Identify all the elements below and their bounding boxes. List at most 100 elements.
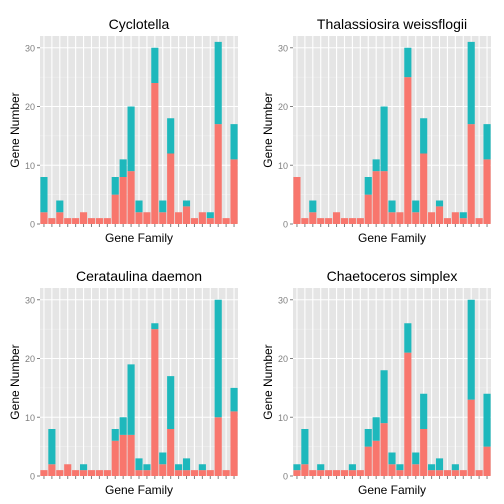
bar-segment bbox=[332, 212, 341, 224]
bar-segment bbox=[451, 464, 459, 471]
bar-segment bbox=[356, 218, 364, 224]
bar-segment bbox=[119, 159, 127, 177]
bar-segment bbox=[435, 206, 444, 224]
bar-segment bbox=[214, 124, 222, 224]
bar-segment bbox=[428, 470, 436, 476]
bar-segment bbox=[175, 464, 183, 471]
bar-segment bbox=[159, 452, 167, 465]
x-axis-label: Gene Family bbox=[105, 483, 173, 497]
bar-segment bbox=[443, 470, 452, 476]
bar-segment bbox=[135, 212, 143, 224]
bar-segment bbox=[309, 212, 317, 224]
y-tick-label: 10 bbox=[278, 161, 288, 171]
panel-title: Thalassiosira weissflogii bbox=[317, 16, 467, 32]
bar-segment bbox=[428, 212, 436, 224]
bar-segment bbox=[119, 434, 127, 476]
bar-segment bbox=[127, 171, 135, 224]
bar-segment bbox=[175, 212, 183, 224]
bar-segment bbox=[420, 393, 428, 429]
bar-segment bbox=[325, 218, 333, 224]
bar-segment bbox=[119, 417, 127, 435]
bar-segment bbox=[206, 212, 214, 219]
bar-segment bbox=[301, 464, 309, 476]
bar-segment bbox=[388, 452, 396, 465]
bar-segment bbox=[111, 429, 119, 441]
bar-segment bbox=[127, 434, 135, 476]
bar-segment bbox=[420, 118, 428, 154]
bar-segment bbox=[143, 212, 151, 224]
bar-segment bbox=[404, 323, 412, 353]
bar-segment bbox=[372, 440, 380, 476]
bar-segment bbox=[175, 470, 183, 476]
bar-segment bbox=[348, 470, 356, 476]
bar-segment bbox=[404, 47, 412, 78]
bar-segment bbox=[467, 124, 475, 224]
bar-segment bbox=[483, 446, 491, 476]
y-tick-label: 30 bbox=[278, 43, 288, 53]
bar-segment bbox=[190, 470, 199, 476]
bar-segment bbox=[230, 411, 238, 476]
bar-segment bbox=[151, 323, 159, 330]
chart-panel: 0 10 20 30 Cerataulina daemon Gene Family Gene… bbox=[8, 268, 238, 497]
bar-segment bbox=[159, 464, 167, 476]
bar-segment bbox=[412, 452, 420, 465]
bar-segment bbox=[198, 464, 206, 471]
bar-segment bbox=[364, 446, 372, 476]
bar-segment bbox=[127, 106, 135, 172]
bar-segment bbox=[309, 470, 317, 476]
bar-segment bbox=[79, 464, 88, 471]
bar-segment bbox=[87, 470, 96, 476]
bar-segment bbox=[435, 200, 444, 207]
bar-segment bbox=[48, 429, 56, 465]
bar-segment bbox=[143, 470, 151, 476]
bar-segment bbox=[301, 218, 309, 224]
bar-segment bbox=[167, 153, 175, 224]
bar-segment bbox=[214, 41, 222, 125]
bar-segment bbox=[396, 212, 404, 224]
y-tick-label: 30 bbox=[25, 295, 35, 305]
bar-segment bbox=[404, 77, 412, 224]
bar-segment bbox=[317, 464, 325, 471]
bar-segment bbox=[317, 218, 325, 224]
bar-segment bbox=[40, 470, 48, 476]
y-tick-label: 10 bbox=[25, 413, 35, 423]
bar-segment bbox=[111, 440, 119, 476]
bar-segment bbox=[198, 212, 206, 224]
bar-segment bbox=[214, 417, 222, 476]
bar-segment bbox=[135, 458, 143, 471]
bar-segment bbox=[40, 212, 48, 224]
chart-panel: 0 10 20 30 Thalassiosira weissflogii Gene Fam… bbox=[261, 16, 491, 245]
bar-segment bbox=[135, 200, 143, 213]
bar-segment bbox=[198, 470, 206, 476]
bar-segment bbox=[214, 299, 222, 418]
y-tick-label: 10 bbox=[25, 161, 35, 171]
y-tick-label: 0 bbox=[30, 220, 35, 230]
bar-segment bbox=[388, 464, 396, 476]
bar-segment bbox=[340, 470, 349, 476]
panel-title: Cyclotella bbox=[109, 16, 170, 32]
bar-segment bbox=[467, 299, 475, 400]
bar-segment bbox=[222, 218, 230, 224]
bar-segment bbox=[372, 417, 380, 441]
bar-segment bbox=[428, 464, 436, 471]
y-tick-label: 0 bbox=[30, 472, 35, 482]
bar-segment bbox=[388, 212, 396, 224]
y-tick-label: 20 bbox=[278, 354, 288, 364]
y-tick-label: 0 bbox=[283, 472, 288, 482]
y-tick-label: 10 bbox=[278, 413, 288, 423]
bar-segment bbox=[443, 218, 452, 224]
bar-segment bbox=[293, 464, 301, 471]
bar-segment bbox=[79, 470, 88, 476]
bar-segment bbox=[435, 458, 444, 471]
bar-segment bbox=[348, 464, 356, 471]
bar-segment bbox=[483, 124, 491, 160]
bar-segment bbox=[332, 470, 341, 476]
bar-segment bbox=[404, 352, 412, 476]
bar-segment bbox=[151, 47, 159, 83]
y-axis-label: Gene Number bbox=[8, 344, 22, 419]
bar-segment bbox=[412, 212, 420, 224]
bar-segment bbox=[230, 124, 238, 160]
bar-segment bbox=[372, 159, 380, 172]
y-tick-label: 0 bbox=[283, 220, 288, 230]
